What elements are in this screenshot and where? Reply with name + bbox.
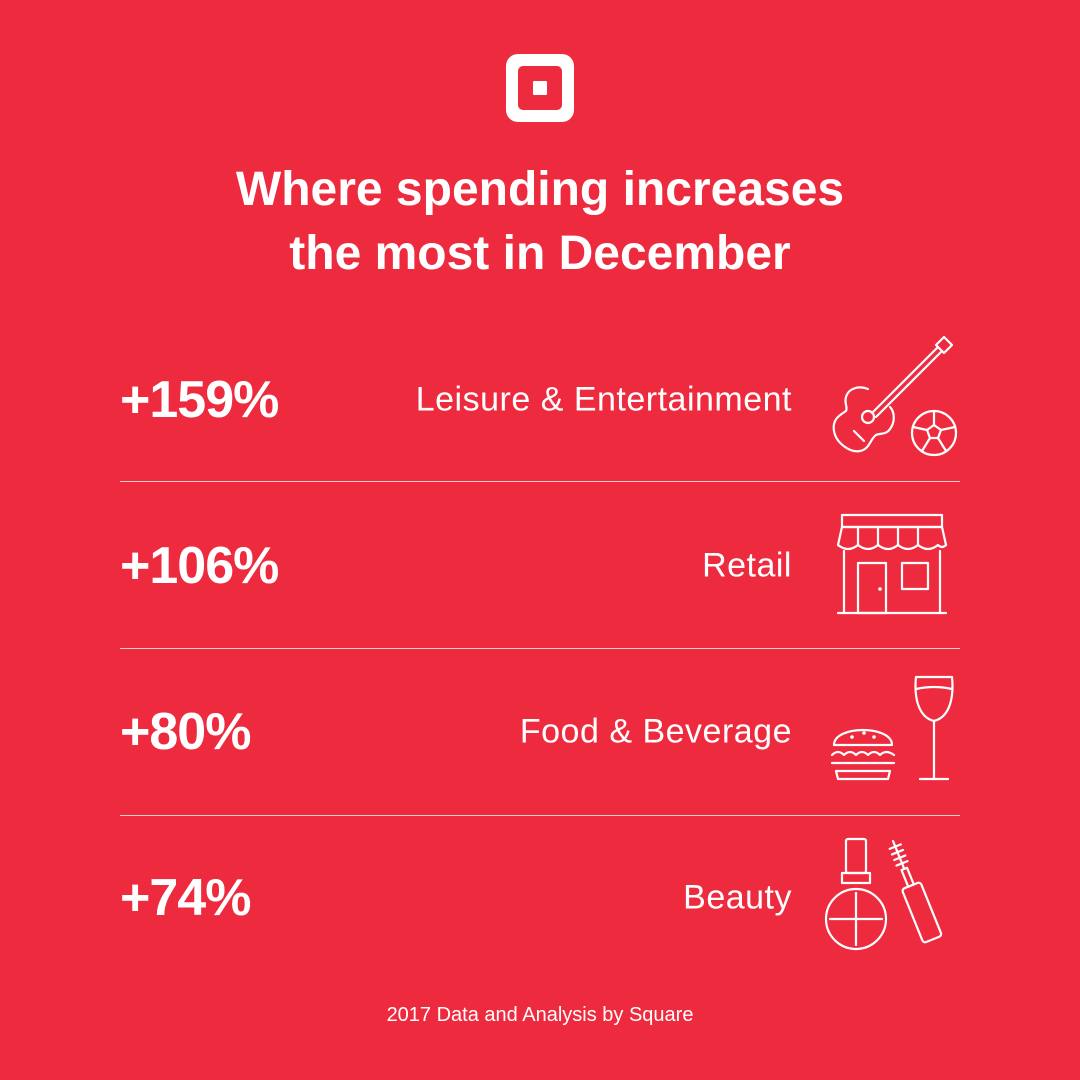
title-line-2: the most in December xyxy=(289,227,791,280)
row-divider xyxy=(120,815,960,816)
burger-wine-glass-icon xyxy=(830,675,954,781)
category-row-retail: +106% Retail xyxy=(120,506,960,626)
category-label: Leisure & Entertainment xyxy=(415,380,792,419)
storefront-icon xyxy=(836,513,948,615)
square-logo-icon xyxy=(506,54,574,122)
percent-value: +159% xyxy=(120,371,279,429)
row-divider xyxy=(120,481,960,482)
category-label: Beauty xyxy=(683,878,792,917)
category-row-food: +80% Food & Beverage xyxy=(120,672,960,792)
nail-polish-mascara-icon xyxy=(824,837,943,951)
category-row-beauty: +74% Beauty xyxy=(120,837,960,958)
category-label: Retail xyxy=(702,546,792,585)
page-title: Where spending increases the most in Dec… xyxy=(0,158,1080,286)
title-line-1: Where spending increases xyxy=(235,163,845,216)
category-label: Food & Beverage xyxy=(519,712,792,751)
percent-value: +80% xyxy=(120,703,251,761)
percent-value: +74% xyxy=(120,869,251,927)
percent-value: +106% xyxy=(120,537,279,595)
category-row-leisure: +159% Leisure & Entertainment xyxy=(120,335,960,460)
guitar-soccer-ball-icon xyxy=(832,335,958,457)
footer-credit: 2017 Data and Analysis by Square xyxy=(386,1004,694,1026)
row-divider xyxy=(120,648,960,649)
